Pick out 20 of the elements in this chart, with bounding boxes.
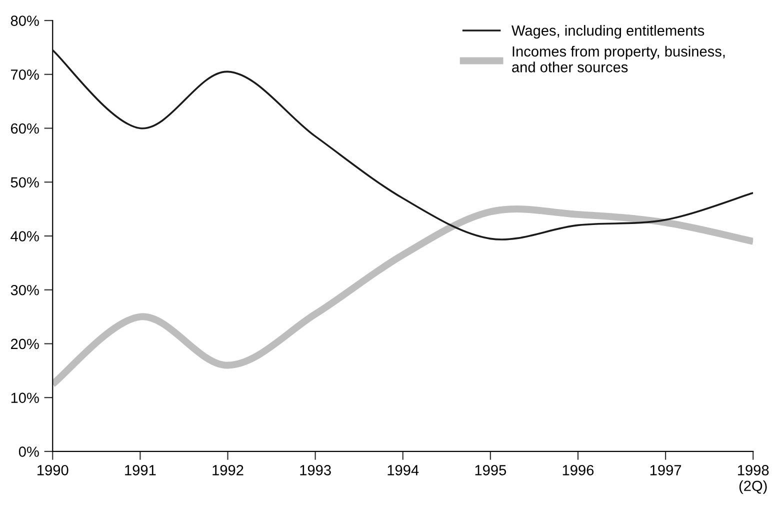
legend-label: Incomes from property, business, and other sources [512, 46, 725, 72]
y-tick-label: 60% [10, 123, 39, 134]
y-tick-label: 50% [10, 177, 39, 188]
y-tick-label: 20% [10, 338, 39, 350]
x-tick-label: 1990 [38, 465, 68, 476]
y-tick-label: 0% [18, 446, 39, 457]
y-tick-label: 80% [10, 16, 39, 26]
y-tick-label: 40% [10, 231, 39, 242]
x-tick-label: 1998 (2Q) [738, 465, 769, 494]
x-tick-label: 1997 [650, 465, 682, 476]
y-tick-label: 10% [11, 392, 39, 404]
y-tick-label: 70% [11, 69, 39, 80]
x-tick-label: 1991 [125, 465, 156, 476]
x-tick-label: 1993 [300, 465, 331, 476]
x-tick-label: 1996 [562, 465, 594, 476]
x-tick-label: 1994 [388, 465, 419, 476]
x-tick-label: 1995 [475, 465, 506, 476]
y-tick-label: 30% [10, 284, 39, 296]
legend-label: Wages, including entitlements [512, 25, 704, 39]
x-tick-label: 1992 [212, 465, 244, 476]
